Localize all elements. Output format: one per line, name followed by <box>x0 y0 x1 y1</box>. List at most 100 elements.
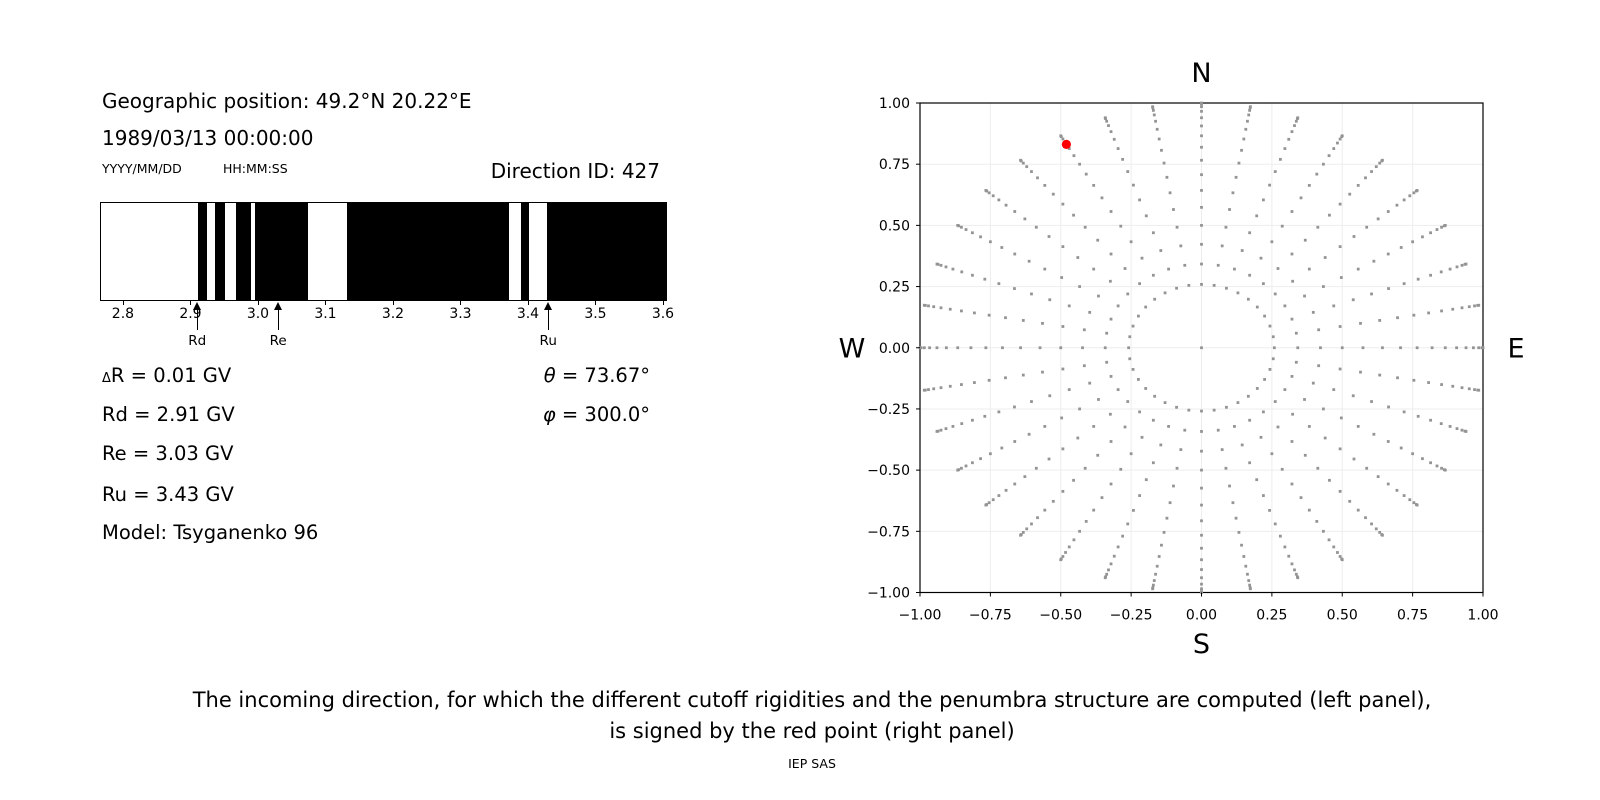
direction-dot <box>1338 367 1342 371</box>
penumbra-x-axis: 2.8 2.9 3.0 3.1 3.2 3.3 3.4 3.5 3.6 Rd Re Ru <box>100 300 674 362</box>
direction-dot <box>1429 461 1432 465</box>
direction-dot <box>1061 202 1065 206</box>
rd-arrow-icon <box>193 302 202 330</box>
direction-dot <box>987 378 991 382</box>
direction-dot <box>1200 145 1203 149</box>
direction-dot <box>1132 508 1135 512</box>
direction-dot <box>1348 192 1352 196</box>
direction-dot <box>1268 368 1272 371</box>
direction-dot <box>951 425 955 428</box>
direction-dot <box>1415 503 1419 507</box>
direction-dot <box>1108 412 1112 416</box>
direction-dot <box>1370 292 1373 296</box>
direction-dot <box>1261 410 1265 414</box>
direction-dot <box>1151 587 1155 591</box>
direction-dot <box>1429 273 1432 277</box>
direction-dot <box>1236 291 1240 295</box>
direction-dot <box>1041 321 1044 325</box>
direction-dot <box>960 309 963 313</box>
direction-dot <box>1013 210 1017 213</box>
direction-dot <box>1061 447 1065 451</box>
direction-dot <box>1126 522 1130 526</box>
direction-dot <box>971 273 974 277</box>
direction-dot <box>1261 198 1265 202</box>
direction-dot <box>1247 579 1251 582</box>
direction-dot <box>1237 530 1241 534</box>
direction-dot <box>1154 572 1157 576</box>
direction-dot <box>1175 225 1179 229</box>
direction-dot <box>1268 183 1271 187</box>
direction-dot <box>973 381 976 384</box>
direction-dot <box>1140 256 1144 260</box>
direction-dot <box>1019 533 1022 537</box>
direction-dot <box>1228 484 1231 488</box>
direction-dot <box>1041 370 1044 374</box>
direction-dot <box>1155 127 1159 131</box>
direction-dot <box>1351 394 1355 398</box>
direction-map-plot: −1.00 −0.75 −0.50 −0.25 0.00 0.25 0.50 0.75 1.00… <box>839 58 1525 660</box>
re-marker-label: Re <box>269 333 287 349</box>
direction-dot <box>1443 223 1447 227</box>
direction-dot <box>1303 453 1307 457</box>
arrow-head <box>274 302 283 310</box>
direction-dot <box>1159 249 1163 252</box>
direction-dot <box>1084 519 1088 523</box>
direction-dot <box>1144 214 1148 218</box>
direction-dot <box>1280 467 1284 471</box>
direction-dot <box>1352 235 1356 238</box>
direction-dot <box>1460 306 1464 310</box>
direction-dot <box>1083 225 1087 229</box>
direction-dot <box>1116 388 1120 392</box>
direction-dot <box>1246 297 1250 301</box>
direction-dot <box>1137 314 1140 318</box>
re-arrow-icon <box>274 302 283 330</box>
arrow-stem <box>277 310 279 330</box>
y-tick-label: −1.00 <box>867 586 910 602</box>
phi-text: = 300.0° <box>555 403 650 426</box>
direction-dot <box>1116 304 1120 308</box>
direction-dot <box>1151 231 1155 235</box>
direction-dot <box>1092 183 1096 187</box>
direction-dot <box>1364 516 1367 520</box>
direction-dot <box>1200 576 1203 580</box>
y-tick-label: 0.25 <box>879 280 910 296</box>
direction-dot <box>1328 213 1331 217</box>
direction-dot <box>1157 555 1161 558</box>
direction-dot <box>1340 558 1344 562</box>
direction-dot <box>1340 346 1344 350</box>
direction-dot <box>1100 496 1104 500</box>
direction-dot <box>979 457 982 461</box>
rd-marker-label: Rd <box>188 333 207 349</box>
direction-dot <box>1477 388 1481 392</box>
direction-dot <box>1000 246 1004 249</box>
direction-dot <box>1244 564 1248 568</box>
direction-dot <box>1160 543 1163 547</box>
direction-dot <box>1364 176 1367 180</box>
direction-dot <box>1183 428 1187 432</box>
direction-dot <box>1107 568 1110 572</box>
direction-dot <box>1339 276 1343 279</box>
direction-dot <box>997 282 1001 286</box>
direction-dot <box>1224 225 1228 229</box>
direction-dot <box>1287 554 1291 558</box>
direction-dot <box>1200 503 1203 507</box>
direction-dot <box>1240 148 1243 152</box>
direction-dot <box>1276 267 1280 270</box>
y-tick-label: 0.75 <box>879 157 910 173</box>
direction-dot <box>1021 319 1025 322</box>
direction-dot <box>1411 240 1415 244</box>
x-tick <box>190 300 192 305</box>
direction-dot <box>1464 430 1468 433</box>
direction-dot <box>922 346 926 350</box>
direction-dot <box>1359 370 1362 374</box>
direction-dot <box>956 223 960 227</box>
direction-dot <box>1242 555 1246 558</box>
direction-dot <box>1291 279 1295 283</box>
direction-dot <box>987 313 991 317</box>
direction-dot <box>1338 137 1342 141</box>
x-tick-label: 1.00 <box>1467 608 1498 624</box>
direction-dot <box>1082 328 1086 332</box>
direction-dot <box>1290 130 1294 134</box>
direction-dot <box>1107 124 1110 127</box>
direction-dot <box>1271 335 1275 339</box>
